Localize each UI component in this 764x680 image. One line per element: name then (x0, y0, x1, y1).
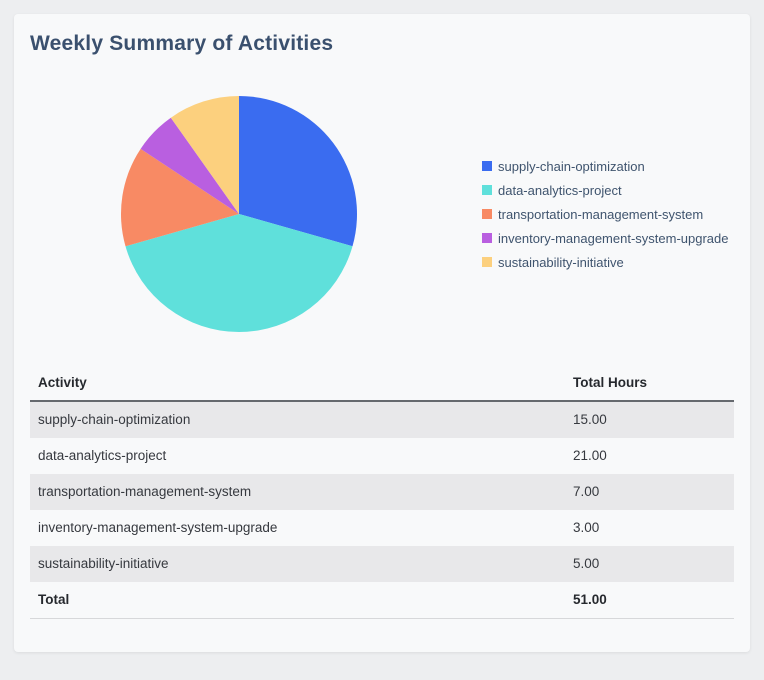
table-row: transportation-management-system 7.00 (30, 474, 734, 510)
pie-chart (120, 96, 358, 333)
summary-card: Weekly Summary of Activities supply-chai… (14, 14, 750, 652)
table-row: supply-chain-optimization 15.00 (30, 401, 734, 438)
total-hours-cell: 51.00 (565, 582, 734, 619)
table-total-row: Total 51.00 (30, 582, 734, 619)
legend-swatch (482, 209, 492, 219)
activity-cell: data-analytics-project (38, 448, 167, 463)
legend-item: supply-chain-optimization (482, 154, 729, 178)
column-header-total-hours: Total Hours (565, 366, 734, 402)
total-label-cell: Total (30, 582, 565, 619)
page-title: Weekly Summary of Activities (30, 32, 334, 55)
pie-slice-inventory-management-system-upgrade (140, 117, 239, 214)
hours-cell: 21.00 (573, 448, 607, 463)
pie-slice-supply-chain-optimization (239, 96, 358, 247)
legend-swatch (482, 233, 492, 243)
legend-item: data-analytics-project (482, 178, 729, 202)
table-header-row: Activity Total Hours (30, 366, 734, 402)
hours-cell: 5.00 (565, 546, 734, 582)
pie-slice-data-analytics-project (125, 214, 353, 333)
legend-swatch (482, 185, 492, 195)
legend-item: sustainability-initiative (482, 250, 729, 274)
hours-cell: 3.00 (573, 520, 600, 535)
column-header-activity: Activity (30, 366, 565, 402)
activities-table: Activity Total Hours supply-chain-optimi… (30, 366, 734, 619)
pie-slice-transportation-management-system (120, 148, 239, 247)
legend-label: supply-chain-optimization (498, 158, 645, 174)
activity-cell: supply-chain-optimization (30, 401, 565, 438)
hours-cell: 15.00 (565, 401, 734, 438)
legend-label: data-analytics-project (498, 182, 622, 198)
table-row: sustainability-initiative 5.00 (30, 546, 734, 582)
legend-label: transportation-management-system (498, 206, 704, 222)
chart-legend: supply-chain-optimization data-analytics… (482, 154, 729, 274)
table-row: data-analytics-project 21.00 (30, 438, 734, 474)
legend-label: sustainability-initiative (498, 254, 624, 270)
legend-item: inventory-management-system-upgrade (482, 226, 729, 250)
legend-swatch (482, 161, 492, 171)
legend-item: transportation-management-system (482, 202, 729, 226)
activity-cell: sustainability-initiative (30, 546, 565, 582)
legend-label: inventory-management-system-upgrade (498, 230, 729, 246)
table-row: inventory-management-system-upgrade 3.00 (30, 510, 734, 546)
activity-cell: transportation-management-system (30, 474, 565, 510)
legend-swatch (482, 257, 492, 267)
pie-slice-sustainability-initiative (170, 96, 239, 214)
activity-cell: inventory-management-system-upgrade (38, 520, 278, 535)
hours-cell: 7.00 (565, 474, 734, 510)
pie-chart-area: supply-chain-optimization data-analytics… (14, 58, 750, 366)
